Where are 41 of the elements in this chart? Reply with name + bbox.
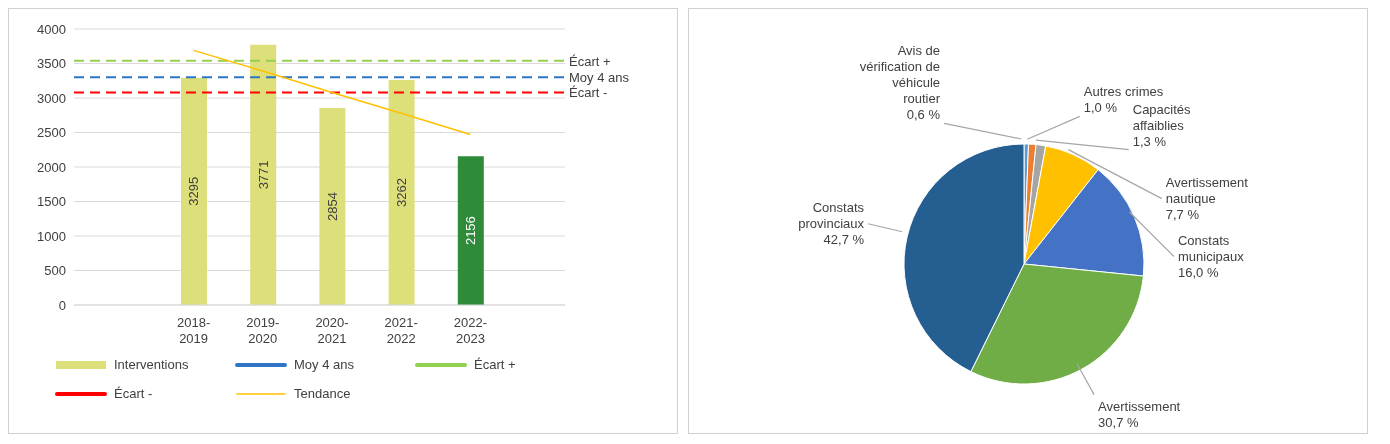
slice-label: Capacités affaiblies (1132, 101, 1192, 133)
y-tick-label: 1000 (37, 228, 66, 244)
data-label: 1,3 % (1132, 133, 1167, 149)
y-tick-label: 3000 (37, 90, 66, 106)
data-label: 16,0 % (1177, 264, 1219, 280)
data-label: 3295 (186, 176, 202, 206)
data-label: 2854 (324, 192, 340, 221)
y-tick-label: 2500 (37, 125, 66, 141)
ref-line-label: Moy 4 ans (569, 70, 630, 86)
data-label: 1,0 % (1083, 100, 1118, 116)
text: Moy 4 ans (294, 357, 354, 372)
x-tick-label: 2021-2022 (384, 315, 418, 346)
y-tick-label: 3500 (37, 56, 66, 72)
slice-label: Constats provinciaux (798, 199, 865, 231)
data-label: 42,7 % (823, 231, 865, 247)
y-tick-label: 0 (58, 297, 66, 313)
legend-label: Interventions (114, 357, 189, 372)
slice-label: Avertissement (1098, 398, 1181, 414)
ref-line-label: Écart + (569, 53, 611, 69)
slice-label: Avis de vérification de véhicule routier (859, 43, 941, 107)
slice-label: Constats municipaux (1177, 232, 1245, 264)
text: Écart - (114, 386, 153, 401)
x-tick-label: 2022-2023 (453, 315, 488, 346)
data-label: 7,7 % (1165, 206, 1200, 222)
data-label: 3771 (255, 160, 271, 190)
y-tick-label: 1500 (37, 194, 66, 210)
x-tick-label: 2018-2019 (176, 315, 211, 346)
y-tick-label: 2000 (37, 159, 66, 175)
slice-label: Avertissement nautique (1165, 174, 1249, 206)
x-tick-label: 2019-2020 (246, 315, 280, 346)
data-label: 0,6 % (906, 107, 941, 123)
data-label: 30,7 % (1098, 414, 1140, 430)
ref-line-label: Écart - (569, 85, 608, 101)
legend-label: Tendance (294, 386, 351, 401)
x-tick-label: 2020-2021 (315, 315, 349, 346)
data-label: 3262 (394, 178, 410, 207)
text: Écart + (474, 357, 516, 372)
slice-label: Autres crimes (1083, 84, 1164, 100)
y-tick-label: 500 (44, 263, 66, 279)
data-label: 2156 (463, 216, 479, 246)
y-tick-label: 4000 (37, 21, 66, 37)
